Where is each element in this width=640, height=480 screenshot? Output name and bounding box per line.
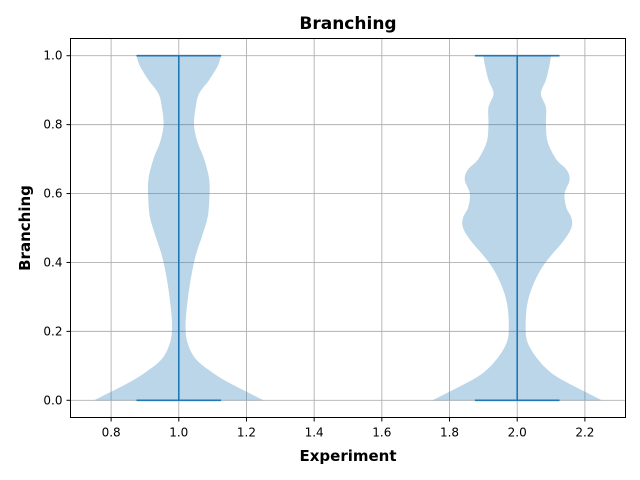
x-tick-label: 2.0 (508, 426, 527, 440)
x-tick-label: 2.2 (575, 426, 594, 440)
y-tick-label: 0.6 (43, 187, 62, 201)
x-tick-label: 1.8 (440, 426, 459, 440)
y-tick-label: 0.0 (43, 393, 62, 407)
x-tick-label: 1.6 (372, 426, 391, 440)
y-tick-label: 0.2 (43, 324, 62, 338)
chart-title: Branching (299, 14, 396, 34)
x-tick-label: 1.4 (305, 426, 324, 440)
x-tick-label: 1.0 (169, 426, 188, 440)
y-tick-label: 1.0 (43, 49, 62, 63)
x-tick-label: 1.2 (237, 426, 256, 440)
plot-frame (70, 38, 626, 418)
tick-layer: 0.8 1.0 1.2 1.4 1.6 1.8 2.0 2.2 0.0 0.2 0.4 0.6 0.8 1… (43, 49, 594, 440)
y-tick-label: 0.8 (43, 118, 62, 132)
y-axis-label: Branching (16, 185, 34, 271)
y-tick-label: 0.4 (43, 255, 62, 269)
violin-layer (94, 54, 602, 402)
x-axis-label: Experiment (299, 447, 396, 465)
x-tick-label: 0.8 (102, 426, 121, 440)
